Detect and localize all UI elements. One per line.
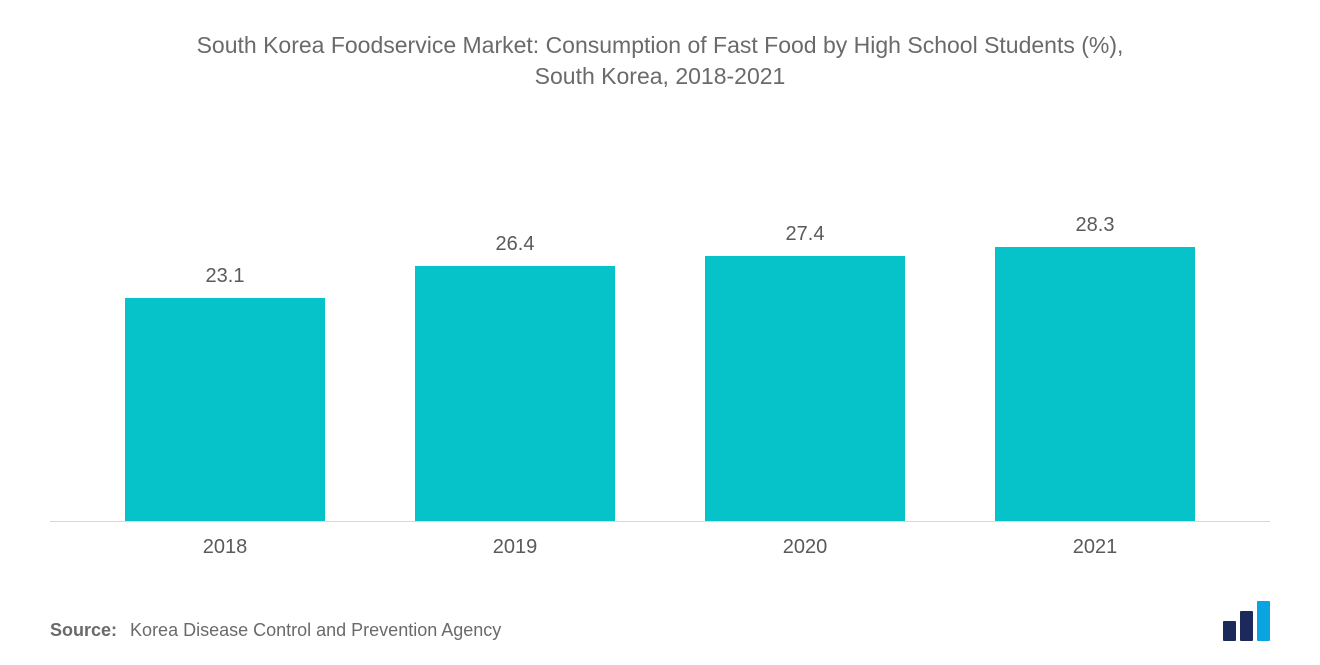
bar xyxy=(705,256,905,521)
bar-slot: 23.1 xyxy=(80,160,370,521)
brand-logo-icon xyxy=(1223,601,1270,641)
bar-slot: 26.4 xyxy=(370,160,660,521)
chart-title: South Korea Foodservice Market: Consumpt… xyxy=(197,30,1124,92)
logo-bar-icon xyxy=(1223,621,1236,641)
chart-footer: Source: Korea Disease Control and Preven… xyxy=(50,559,1270,641)
bar-slot: 27.4 xyxy=(660,160,950,521)
bar-value-label: 26.4 xyxy=(496,233,535,256)
bar xyxy=(125,298,325,521)
logo-bar-icon xyxy=(1257,601,1270,641)
bar-value-label: 28.3 xyxy=(1076,214,1115,237)
plot-area: 23.1 26.4 27.4 28.3 xyxy=(50,100,1270,522)
x-axis-label: 2021 xyxy=(950,536,1240,559)
logo-bar-icon xyxy=(1240,611,1253,641)
x-axis: 2018201920202021 xyxy=(50,522,1270,559)
x-axis-label: 2019 xyxy=(370,536,660,559)
x-axis-label: 2018 xyxy=(80,536,370,559)
bar xyxy=(415,266,615,521)
title-line-1: South Korea Foodservice Market: Consumpt… xyxy=(197,32,1124,58)
x-axis-label: 2020 xyxy=(660,536,950,559)
source-attribution: Source: Korea Disease Control and Preven… xyxy=(50,620,501,641)
bar-value-label: 23.1 xyxy=(206,265,245,288)
chart-container: South Korea Foodservice Market: Consumpt… xyxy=(0,0,1320,665)
bar xyxy=(995,247,1195,521)
bar-slot: 28.3 xyxy=(950,160,1240,521)
title-line-2: South Korea, 2018-2021 xyxy=(535,63,786,89)
source-label: Source: xyxy=(50,620,117,640)
source-text: Korea Disease Control and Prevention Age… xyxy=(130,620,501,640)
bar-value-label: 27.4 xyxy=(786,223,825,246)
